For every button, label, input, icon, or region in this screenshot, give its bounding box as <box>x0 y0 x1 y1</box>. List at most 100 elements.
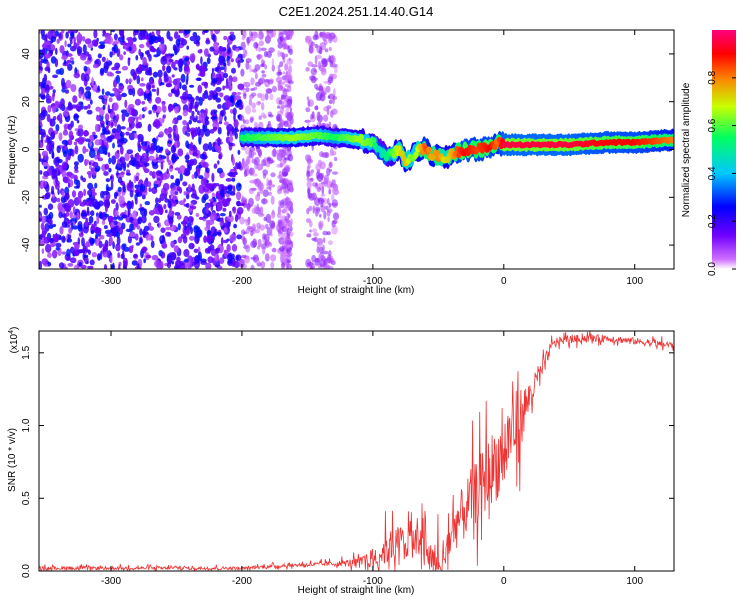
noise-speckle <box>132 87 136 97</box>
noise-speckle <box>108 167 112 173</box>
noise-speckle <box>250 88 255 91</box>
noise-speckle <box>305 35 312 43</box>
noise-speckle <box>276 212 282 219</box>
colorbar-tick-label: 0.0 <box>707 262 718 276</box>
noise-speckle <box>261 73 267 78</box>
noise-speckle <box>324 48 329 53</box>
noise-speckle <box>226 60 231 67</box>
noise-speckle <box>240 30 246 36</box>
noise-speckle <box>155 145 161 154</box>
noise-speckle <box>141 246 148 252</box>
noise-speckle <box>279 163 284 168</box>
noise-speckle <box>304 154 312 162</box>
noise-speckle <box>174 140 181 148</box>
noise-speckle <box>82 244 86 254</box>
noise-speckle <box>113 44 118 54</box>
noise-speckle <box>220 189 225 198</box>
noise-speckle <box>204 120 210 126</box>
noise-speckle <box>286 259 292 264</box>
noise-speckle <box>265 213 272 223</box>
noise-speckle <box>311 228 318 233</box>
noise-speckle <box>321 58 328 68</box>
noise-speckle <box>231 126 235 134</box>
noise-speckle <box>86 109 93 115</box>
noise-speckle <box>218 121 223 125</box>
noise-speckle <box>258 47 262 52</box>
noise-speckle <box>121 92 127 98</box>
noise-speckle <box>171 61 176 69</box>
noise-speckle <box>123 165 126 172</box>
noise-speckle <box>157 34 162 43</box>
noise-speckle <box>183 248 190 258</box>
noise-speckle <box>249 117 254 123</box>
noise-speckle <box>174 31 179 40</box>
noise-speckle <box>54 167 60 177</box>
noise-speckle <box>110 175 113 180</box>
noise-speckle <box>237 59 241 68</box>
noise-speckle <box>129 189 134 198</box>
noise-speckle <box>136 225 141 230</box>
noise-speckle <box>101 56 106 62</box>
noise-speckle <box>131 260 138 266</box>
noise-speckle <box>115 231 121 239</box>
noise-speckle <box>184 167 190 177</box>
noise-speckle <box>217 265 223 269</box>
noise-speckle <box>314 206 321 212</box>
noise-speckle <box>55 124 60 132</box>
noise-speckle <box>142 114 145 119</box>
noise-speckle <box>237 161 242 170</box>
noise-speckle <box>318 252 325 261</box>
noise-speckle <box>308 45 314 54</box>
noise-speckle <box>217 137 221 147</box>
snr-y-ticks: 0.0 0.5 1.0 1.5 <box>21 345 674 578</box>
noise-speckle <box>137 263 140 269</box>
noise-speckle <box>101 219 106 225</box>
noise-speckle <box>193 40 200 45</box>
noise-speckle <box>74 164 79 171</box>
noise-speckle <box>46 143 52 152</box>
noise-speckle <box>312 205 316 214</box>
noise-speckle <box>149 170 153 176</box>
noise-speckle <box>310 113 314 120</box>
noise-speckle <box>106 186 112 192</box>
noise-speckle <box>307 61 314 67</box>
noise-speckle <box>287 80 294 85</box>
noise-speckle <box>39 81 44 87</box>
noise-speckle <box>284 187 290 194</box>
noise-speckle <box>280 85 284 89</box>
noise-speckle <box>222 85 225 91</box>
noise-speckle <box>217 126 222 135</box>
noise-speckle <box>262 233 266 240</box>
noise-speckle <box>248 167 255 175</box>
noise-speckle <box>67 43 72 48</box>
noise-speckle <box>118 195 125 205</box>
noise-speckle <box>56 197 61 203</box>
noise-speckle <box>39 170 43 175</box>
noise-speckle <box>167 133 172 139</box>
noise-speckle <box>137 133 144 143</box>
noise-speckle <box>51 149 55 159</box>
noise-speckle <box>99 234 105 240</box>
noise-speckle <box>265 88 273 94</box>
noise-speckle <box>170 240 175 248</box>
noise-speckle <box>326 108 330 116</box>
noise-speckle <box>219 213 226 217</box>
noise-speckle <box>202 185 210 193</box>
noise-speckle <box>116 124 122 134</box>
noise-speckle <box>179 37 185 43</box>
noise-speckle <box>212 77 218 83</box>
noise-speckle <box>122 183 126 193</box>
noise-speckle <box>124 152 130 162</box>
noise-speckle <box>249 64 252 73</box>
noise-speckle <box>94 182 98 189</box>
noise-speckle <box>255 101 261 106</box>
noise-speckle <box>210 111 213 116</box>
noise-speckle <box>41 248 45 254</box>
noise-speckle <box>132 44 137 52</box>
noise-speckle <box>112 216 118 220</box>
noise-speckle <box>59 45 65 54</box>
noise-speckle <box>127 163 130 168</box>
noise-speckle <box>165 148 169 154</box>
noise-speckle <box>44 33 48 42</box>
noise-speckle <box>91 223 95 231</box>
